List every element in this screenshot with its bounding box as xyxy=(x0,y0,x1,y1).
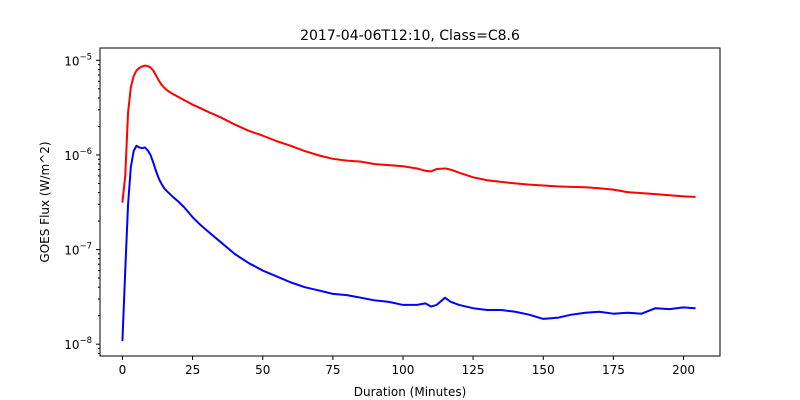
series-line-0 xyxy=(121,64,696,203)
y-axis-label: GOES Flux (W/m^2) xyxy=(38,141,52,262)
chart-title: 2017-04-06T12:10, Class=C8.6 xyxy=(300,28,520,44)
x-tick-label: 25 xyxy=(185,363,200,377)
x-tick-label: 100 xyxy=(392,363,415,377)
x-tick-label: 175 xyxy=(602,363,625,377)
series-layer xyxy=(121,64,696,342)
y-tick-label: 10−5 xyxy=(64,52,92,68)
x-tick-label: 0 xyxy=(119,363,127,377)
series-line-1 xyxy=(121,144,696,342)
x-axis: 0 25 50 75 100 125 150 175 200 xyxy=(119,356,695,377)
y-tick-label: 10−7 xyxy=(64,242,92,258)
y-axis: 10−8 10−7 10−6 10−5 xyxy=(64,52,100,354)
x-tick-label: 75 xyxy=(325,363,340,377)
x-tick-label: 200 xyxy=(672,363,695,377)
plot-area xyxy=(99,47,721,357)
y-tick-label: 10−6 xyxy=(64,147,92,163)
x-axis-label: Duration (Minutes) xyxy=(354,385,467,399)
plot-frame xyxy=(99,47,721,357)
y-tick-label: 10−8 xyxy=(64,336,92,352)
x-tick-label: 150 xyxy=(532,363,555,377)
x-tick-label: 50 xyxy=(255,363,270,377)
x-tick-label: 125 xyxy=(462,363,485,377)
